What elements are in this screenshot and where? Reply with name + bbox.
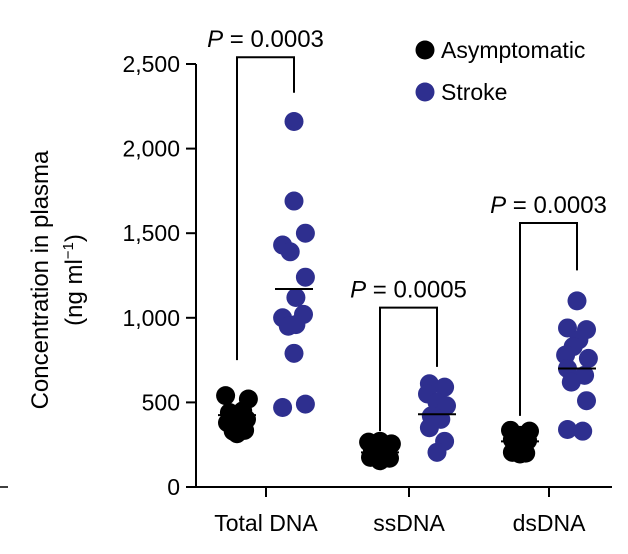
stroke-point	[567, 291, 587, 311]
legend-label-asymptomatic: Asymptomatic	[441, 37, 585, 63]
x-axis: Total DNA ssDNA dsDNA	[196, 486, 612, 536]
p-value-label: P = 0.0003	[207, 26, 324, 53]
significance-bracket	[236, 56, 295, 361]
stroke-point	[427, 442, 447, 462]
asymptomatic-point	[227, 424, 247, 444]
y-tick-label: 500	[142, 389, 180, 415]
median-lines	[218, 288, 596, 454]
stroke-point	[284, 112, 304, 132]
stroke-point	[558, 318, 577, 338]
stroke-point	[286, 287, 306, 307]
x-tick-label: ssDNA	[373, 510, 445, 536]
stroke-point	[577, 391, 596, 411]
y-axis: 0 500 1,000 1,500 2,000 2,500	[122, 51, 197, 500]
asymptomatic-point	[510, 444, 530, 464]
x-tick-label: dsDNA	[513, 510, 587, 536]
stroke-point	[435, 377, 455, 397]
y-axis-label-line1: Concentration in plasma	[27, 150, 54, 409]
x-tick-label: Total DNA	[214, 510, 318, 536]
stroke-point	[284, 343, 304, 363]
y-axis-label: Concentration in plasma (ng ml−1)	[27, 150, 88, 409]
stroke-point	[419, 418, 439, 438]
stroke-point	[578, 348, 598, 368]
stroke-point	[295, 223, 315, 243]
legend-marker-stroke	[415, 82, 435, 102]
asymptomatic-point	[370, 451, 390, 471]
stroke-point	[273, 397, 293, 417]
stroke-point	[284, 191, 304, 211]
legend-marker-asymptomatic	[415, 40, 435, 60]
significance-brackets: P = 0.0003 P = 0.0005 P = 0.0003	[207, 26, 607, 432]
significance-bracket	[519, 222, 578, 416]
stroke-point	[573, 421, 593, 441]
y-tick-label: 1,500	[122, 220, 180, 246]
y-tick-label: 1,000	[122, 305, 180, 331]
legend: Asymptomatic Stroke	[415, 37, 585, 105]
stroke-point	[295, 394, 315, 414]
p-value-label: P = 0.0005	[350, 277, 467, 304]
stroke-point	[286, 315, 306, 335]
y-tick-label: 0	[167, 474, 180, 500]
legend-label-stroke: Stroke	[441, 79, 507, 105]
stroke-point	[558, 419, 577, 439]
stroke-point	[295, 267, 315, 287]
y-tick-label: 2,500	[122, 51, 180, 77]
asymptomatic-point	[216, 386, 236, 406]
data-points	[216, 112, 598, 471]
p-value-label: P = 0.0003	[490, 192, 607, 219]
stroke-point	[280, 242, 300, 262]
y-tick-label: 2,000	[122, 136, 180, 162]
stroke-point	[561, 372, 581, 392]
y-axis-label-unit: (ng ml−1)	[60, 234, 88, 326]
significance-bracket	[379, 306, 438, 432]
